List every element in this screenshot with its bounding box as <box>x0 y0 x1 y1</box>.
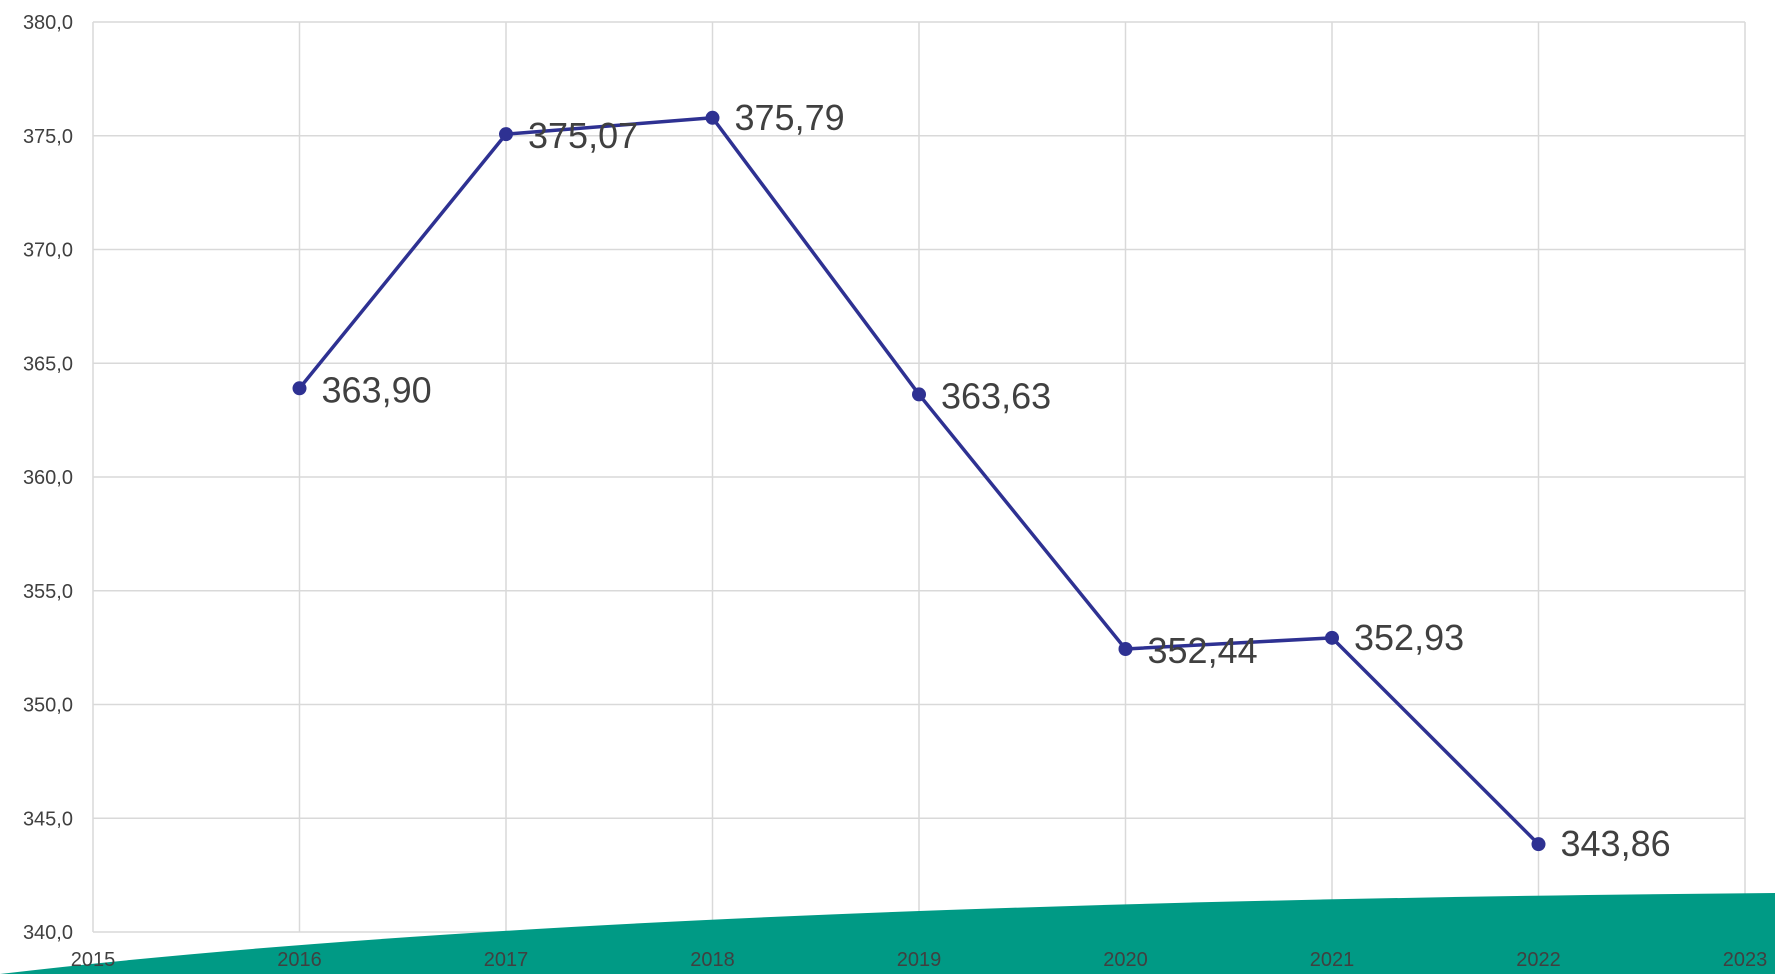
x-tick-label: 2021 <box>1310 949 1355 971</box>
data-label: 352,93 <box>1354 617 1464 658</box>
data-label: 363,63 <box>941 375 1051 416</box>
x-tick-label: 2023 <box>1723 949 1768 971</box>
y-tick-label: 350,0 <box>23 695 73 717</box>
data-point <box>912 387 926 402</box>
tick-layer: 340,0 345,0 350,0 355,0 360,0 365,0 370,0 375,0… <box>23 12 1767 971</box>
x-tick-label: 2022 <box>1516 949 1561 971</box>
x-tick-label: 2017 <box>484 949 529 971</box>
y-tick-label: 355,0 <box>23 581 73 603</box>
data-point <box>705 110 720 125</box>
y-tick-label: 360,0 <box>23 467 73 489</box>
grid-layer <box>92 21 1746 933</box>
data-label: 375,79 <box>735 97 845 138</box>
y-tick-label: 375,0 <box>23 126 73 148</box>
y-tick-label: 370,0 <box>23 240 73 262</box>
x-tick-label: 2015 <box>71 949 116 971</box>
data-point <box>1325 630 1339 645</box>
x-tick-label: 2020 <box>1103 949 1148 971</box>
x-tick-label: 2016 <box>277 949 322 971</box>
data-point <box>1118 641 1133 656</box>
x-tick-label: 2019 <box>897 949 942 971</box>
data-label: 352,44 <box>1148 630 1258 671</box>
data-point <box>499 127 513 142</box>
y-tick-label: 365,0 <box>23 353 73 375</box>
y-tick-label: 380,0 <box>23 12 73 34</box>
data-label-layer: 363,90 375,07 375,79 363,63 352,44 352,93 343,… <box>322 97 1671 864</box>
y-tick-label: 345,0 <box>23 808 73 830</box>
data-label: 363,90 <box>322 369 432 410</box>
data-point <box>292 381 307 396</box>
decorative-wave <box>0 893 1775 974</box>
series-layer <box>292 110 1546 852</box>
data-label: 375,07 <box>528 115 638 156</box>
x-tick-label: 2018 <box>690 949 735 971</box>
y-tick-label: 340,0 <box>23 922 73 944</box>
data-label: 343,86 <box>1561 823 1671 864</box>
data-point <box>1531 837 1546 852</box>
